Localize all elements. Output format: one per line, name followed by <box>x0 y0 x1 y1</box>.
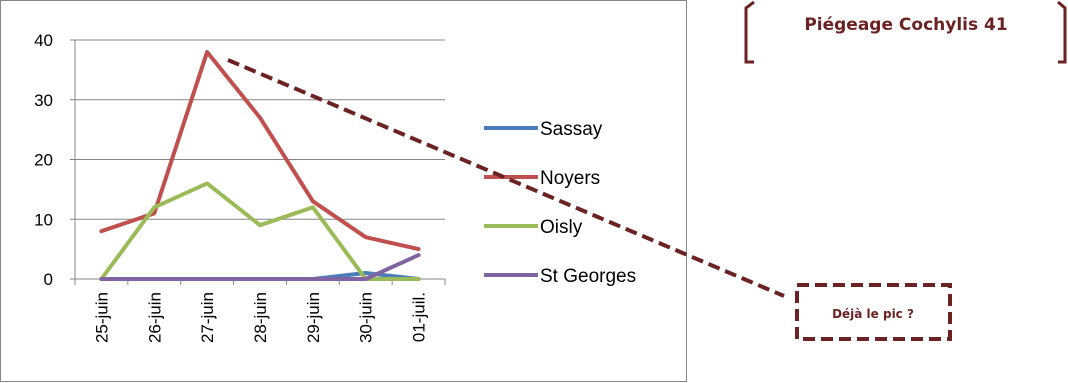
y-tick-label: 0 <box>44 270 53 289</box>
x-tick-label: 27-juin <box>198 292 217 343</box>
callout-text: Déjà le pic ? <box>832 307 914 321</box>
x-tick-labels: 25-juin 26-juin 27-juin 28-juin 29-juin 30-ju… <box>92 292 428 343</box>
legend-label: Sassay <box>540 119 603 140</box>
x-tick-label: 01-juil. <box>410 292 429 342</box>
y-tick-labels: 0 10 20 30 40 <box>34 31 53 289</box>
x-tick-label: 25-juin <box>92 292 111 343</box>
series-lines <box>99 50 421 281</box>
x-tick-label: 29-juin <box>304 292 323 343</box>
series-line-st-georges <box>99 253 421 281</box>
x-tick-label: 28-juin <box>251 292 270 343</box>
series-line-noyers <box>99 50 421 252</box>
legend-label: Noyers <box>540 168 600 189</box>
title-text: Piégeage Cochylis 41 <box>804 15 1007 35</box>
title-box-left-bracket <box>744 0 755 64</box>
title-box-right-bracket <box>1057 0 1067 64</box>
callout-box-outline <box>795 283 952 341</box>
x-tick-label: 26-juin <box>145 292 164 343</box>
legend-label: Oisly <box>540 217 583 238</box>
y-tick-label: 20 <box>34 151 53 170</box>
x-tick-label: 30-juin <box>357 292 376 343</box>
legend: Sassay Noyers Oisly St Georges <box>484 119 636 287</box>
legend-label: St Georges <box>540 266 636 287</box>
y-tick-label: 40 <box>34 31 53 50</box>
callout-box: Déjà le pic ? <box>795 283 952 341</box>
y-tick-label: 30 <box>34 91 53 110</box>
y-tick-label: 10 <box>34 210 53 229</box>
chart-frame <box>0 0 687 382</box>
callout-arrow <box>227 58 785 298</box>
title-box: Piégeage Cochylis 41 <box>744 0 1067 64</box>
